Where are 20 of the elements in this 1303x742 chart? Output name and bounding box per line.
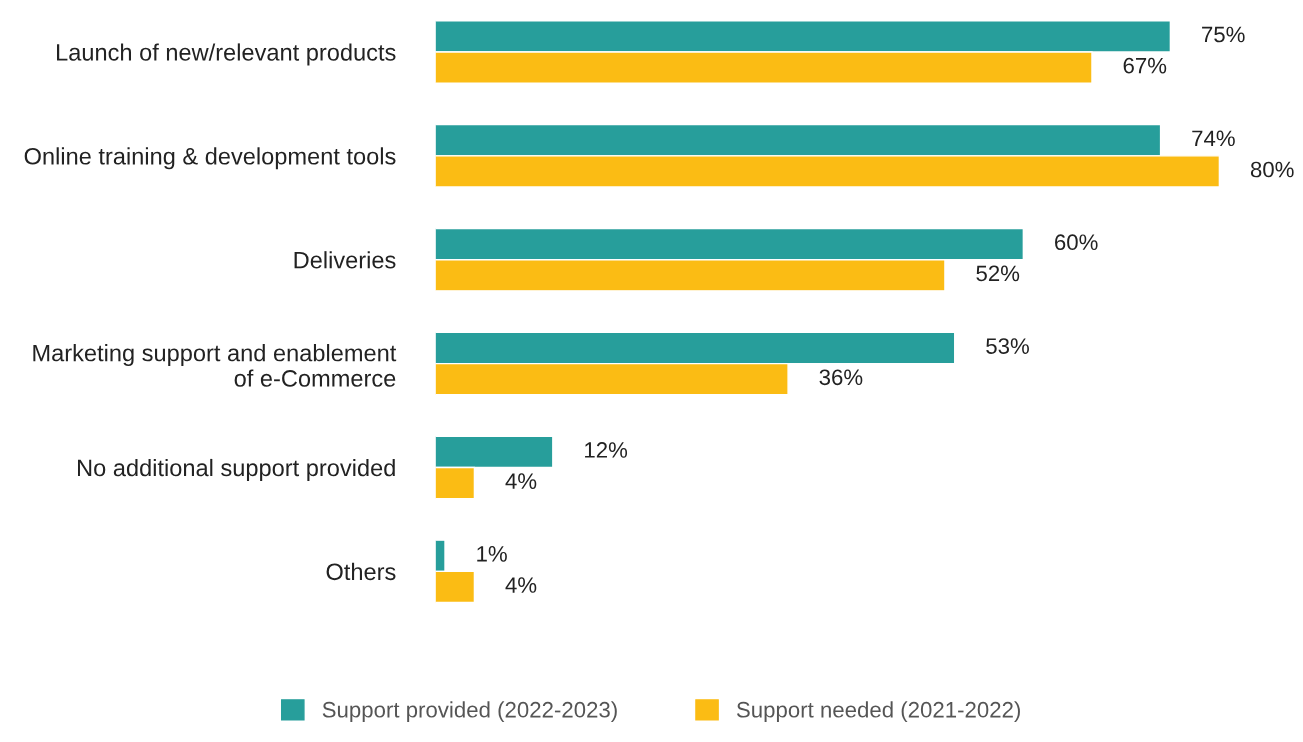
data-label: 36% (819, 369, 863, 386)
data-label: 67% (1123, 57, 1167, 74)
legend-label: Support needed (2021-2022) (736, 701, 1020, 722)
data-label: 52% (976, 265, 1020, 282)
data-label: 12% (585, 442, 628, 458)
data-label: 74% (1192, 130, 1235, 147)
y-tick-label: Deliveries (294, 251, 396, 269)
data-label: 53% (986, 338, 1029, 354)
data-label: 4% (505, 473, 537, 489)
legend-label: Support provided (2022-2023) (322, 701, 617, 722)
y-tick-label: Launch of new/relevant products (57, 43, 396, 66)
y-tick-label: Online training & development tools (24, 147, 396, 170)
y-tick-label: No additional support provided (78, 458, 395, 481)
y-tick-label: Others (326, 562, 396, 581)
data-label: 75% (1202, 26, 1245, 43)
data-label: 60% (1055, 234, 1098, 251)
y-tick-label: Marketing support and enablement of e-Commerce (33, 344, 397, 387)
data-label: 4% (505, 577, 537, 593)
data-label: 80% (1250, 161, 1294, 178)
data-label: 1% (477, 546, 507, 562)
